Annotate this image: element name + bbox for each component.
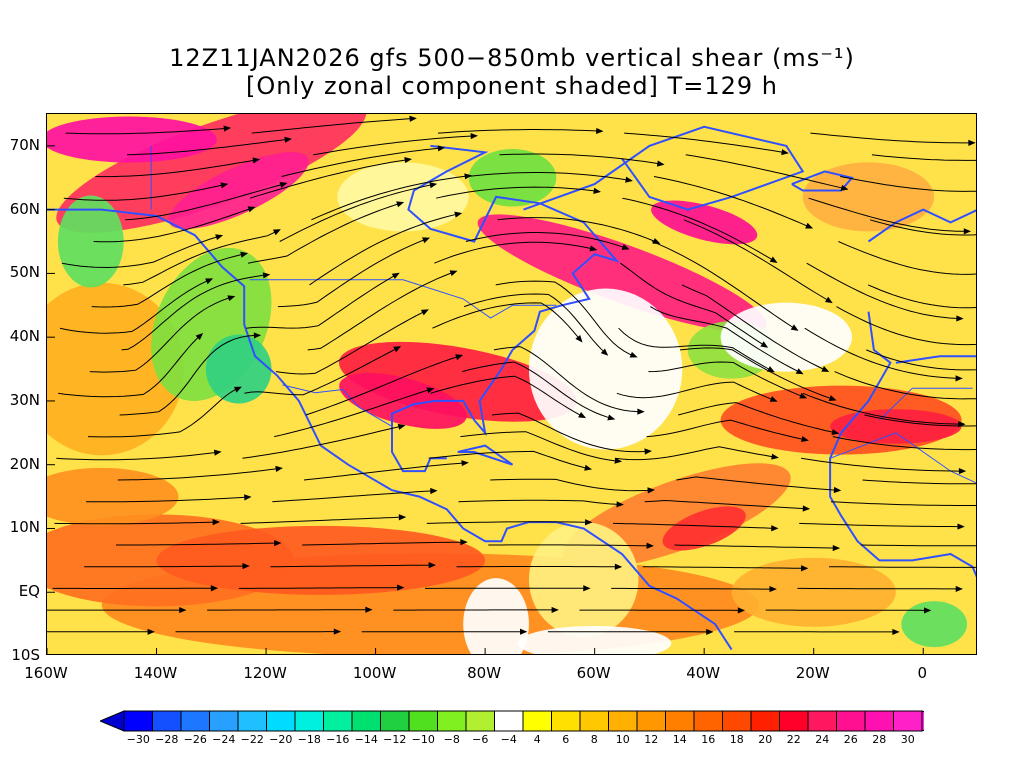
colorbar-swatch xyxy=(123,710,153,732)
colorbar-max-arrow xyxy=(921,710,924,732)
colorbar-min-arrow xyxy=(100,710,125,732)
colorbar-tick-label: 28 xyxy=(872,733,887,746)
shear-map xyxy=(47,114,976,654)
colorbar-swatch xyxy=(636,710,666,732)
colorbar-tick-label: −14 xyxy=(354,733,378,746)
colorbar-tick-label: −10 xyxy=(411,733,435,746)
colorbar-tick-label: 4 xyxy=(533,733,541,746)
colorbar-swatch xyxy=(864,710,894,732)
shear-shading xyxy=(47,114,976,654)
streamlines xyxy=(47,115,976,635)
colorbar-swatch xyxy=(408,710,438,732)
lat-tick-label: 40N xyxy=(9,327,40,346)
lat-tick-label: 70N xyxy=(9,135,40,154)
chart-title-line2: [Only zonal component shaded] T=129 h xyxy=(246,72,778,100)
colorbar-tick-label: 14 xyxy=(672,733,687,746)
colorbar-swatch xyxy=(779,710,809,732)
colorbar-swatch xyxy=(323,710,353,732)
colorbar-tick-label: −28 xyxy=(155,733,179,746)
colorbar-tick-label: −16 xyxy=(326,733,350,746)
colorbar-swatch xyxy=(237,710,267,732)
colorbar-tick-label: −26 xyxy=(183,733,207,746)
colorbar-tick-label: 24 xyxy=(815,733,830,746)
colorbar-swatch xyxy=(522,710,552,732)
colorbar-swatch xyxy=(294,710,324,732)
colorbar-tick-label: 12 xyxy=(644,733,659,746)
colorbar-swatch xyxy=(494,710,524,732)
lon-tick-label: 60W xyxy=(576,664,611,682)
colorbar-tick-label: 22 xyxy=(786,733,801,746)
colorbar-swatch xyxy=(152,710,182,732)
borders xyxy=(150,145,976,484)
lat-tick-label: 10S xyxy=(11,646,40,664)
lon-tick-label: 80W xyxy=(467,664,502,682)
colorbar-swatch xyxy=(465,710,495,732)
lon-tick-label: 100W xyxy=(352,664,397,682)
colorbar-tick-label: −4 xyxy=(500,733,517,746)
colorbar-tick-label: −18 xyxy=(297,733,321,746)
colorbar-tick-label: 16 xyxy=(701,733,716,746)
colorbar-swatch xyxy=(693,710,723,732)
colorbar-swatch xyxy=(266,710,296,732)
chart-title-line1: 12Z11JAN2026 gfs 500−850mb vertical shea… xyxy=(169,44,855,72)
colorbar-swatch xyxy=(180,710,210,732)
colorbar-swatch xyxy=(665,710,695,732)
colorbar-tick-label: −30 xyxy=(126,733,150,746)
colorbar-tick-label: 20 xyxy=(758,733,773,746)
colorbar-tick-label: 30 xyxy=(900,733,915,746)
colorbar-swatch xyxy=(579,710,609,732)
colorbar-swatch xyxy=(893,710,923,732)
colorbar-swatch xyxy=(380,710,410,732)
lon-tick-label: 0 xyxy=(917,664,927,682)
colorbar-swatch xyxy=(807,710,837,732)
lat-tick-label: 30N xyxy=(9,390,40,409)
colorbar-tick-label: −12 xyxy=(383,733,407,746)
colorbar-tick-label: −20 xyxy=(269,733,293,746)
lon-tick-label: 40W xyxy=(686,664,721,682)
colorbar-tick-label: −6 xyxy=(472,733,489,746)
colorbar-swatch xyxy=(608,710,638,732)
map-frame xyxy=(46,113,977,655)
lat-tick-label: 50N xyxy=(9,263,40,282)
colorbar-tick-label: 26 xyxy=(843,733,858,746)
colorbar-swatch xyxy=(750,710,780,732)
colorbar-swatch xyxy=(722,710,752,732)
colorbar-tick-label: −24 xyxy=(212,733,236,746)
colorbar-tick-label: 8 xyxy=(590,733,598,746)
colorbar-swatch xyxy=(551,710,581,732)
lon-tick-label: 160W xyxy=(24,664,68,682)
colorbar-tick-label: 6 xyxy=(562,733,570,746)
colorbar-swatch xyxy=(836,710,866,732)
lon-tick-label: 120W xyxy=(243,664,287,682)
colorbar xyxy=(100,710,924,732)
lat-tick-label: 60N xyxy=(9,199,40,218)
colorbar-tick-label: −22 xyxy=(240,733,264,746)
colorbar-swatch xyxy=(437,710,467,732)
colorbar-tick-label: 18 xyxy=(729,733,744,746)
lon-tick-label: 20W xyxy=(795,664,830,682)
colorbar-swatch xyxy=(351,710,381,732)
colorbar-tick-label: 10 xyxy=(615,733,630,746)
lat-tick-label: 10N xyxy=(9,518,40,537)
lon-tick-label: 140W xyxy=(133,664,178,682)
lat-tick-label: 20N xyxy=(9,454,40,473)
colorbar-tick-label: −8 xyxy=(443,733,460,746)
lat-tick-label: EQ xyxy=(18,582,40,601)
colorbar-swatch xyxy=(209,710,239,732)
